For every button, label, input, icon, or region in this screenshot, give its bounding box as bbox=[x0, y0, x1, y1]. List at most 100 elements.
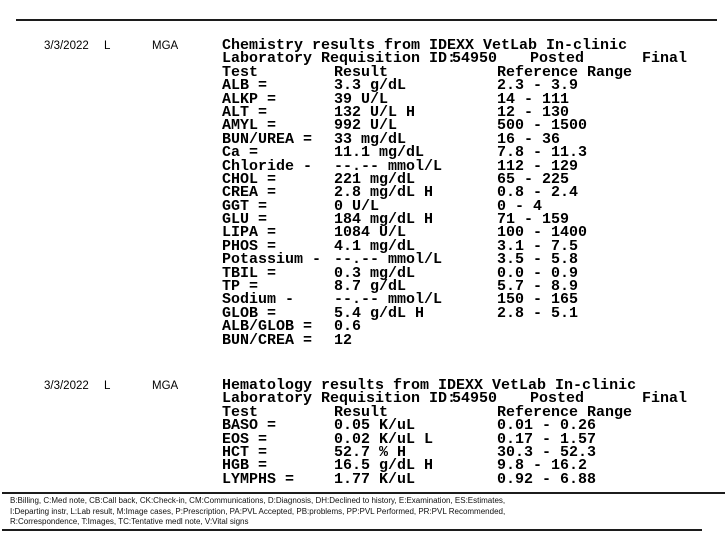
result-row: TBIL = 0.3 mg/dL 0.0 - 0.9 bbox=[222, 264, 728, 282]
cell-test: ALT = bbox=[222, 103, 268, 121]
result-row: ALB/GLOB = 0.6 bbox=[222, 318, 728, 336]
result-row: HCT = 52.7 % H 30.3 - 52.3 bbox=[222, 443, 728, 461]
chemistry-results-table: ALB = 3.3 g/dL 2.3 - 3.9 ALKP = 39 U/L 14 - … bbox=[222, 77, 728, 348]
cell-reference-range: 16 - 36 bbox=[497, 130, 561, 148]
cell-test: TP = bbox=[222, 278, 259, 296]
top-divider bbox=[16, 19, 717, 21]
entry-date: 3/3/2022 bbox=[44, 380, 89, 392]
cell-reference-range: 30.3 - 52.3 bbox=[497, 443, 597, 461]
cell-reference-range: 5.7 - 8.9 bbox=[497, 278, 579, 296]
chemistry-results-block: Chemistry results from IDEXX VetLab In-c… bbox=[222, 37, 728, 348]
column-header-range: Reference Range bbox=[497, 403, 633, 421]
entry-meta: 3/3/2022 L MGA bbox=[0, 40, 222, 54]
cell-reference-range: 12 - 130 bbox=[497, 103, 570, 121]
cell-result: --.-- mmol/L bbox=[334, 157, 443, 175]
cell-result: 0.6 bbox=[334, 318, 362, 336]
column-header-result: Result bbox=[334, 403, 389, 421]
requisition-label: Laboratory Requisition ID: bbox=[222, 390, 457, 408]
footer-bottom-divider bbox=[2, 529, 702, 531]
result-row: AMYL = 992 U/L 500 - 1500 bbox=[222, 117, 728, 135]
cell-result: 39 U/L bbox=[334, 90, 389, 108]
provider-initials: MGA bbox=[152, 40, 179, 52]
cell-test: LYMPHS = bbox=[222, 470, 295, 488]
result-row: GLU = 184 mg/dL H 71 - 159 bbox=[222, 211, 728, 229]
result-row: LYMPHS = 1.77 K/uL 0.92 - 6.88 bbox=[222, 470, 728, 488]
entry-type-code: L bbox=[104, 380, 111, 392]
column-headers: Test Result Reference Range bbox=[222, 403, 728, 421]
result-row: HGB = 16.5 g/dL H 9.8 - 16.2 bbox=[222, 457, 728, 475]
cell-reference-range: 0.0 - 0.9 bbox=[497, 264, 579, 282]
requisition-line: Laboratory Requisition ID:54950 Posted Fin… bbox=[222, 50, 728, 68]
cell-test: ALKP = bbox=[222, 90, 277, 108]
cell-reference-range: 9.8 - 16.2 bbox=[497, 457, 588, 475]
cell-result: --.-- mmol/L bbox=[334, 291, 443, 309]
cell-result: 0 U/L bbox=[334, 197, 380, 215]
cell-test: Potassium - bbox=[222, 251, 322, 269]
column-header-result: Result bbox=[334, 63, 389, 81]
requisition-label: Laboratory Requisition ID: bbox=[222, 50, 457, 68]
cell-result: 16.5 g/dL H bbox=[334, 457, 434, 475]
cell-test: LIPA = bbox=[222, 224, 277, 242]
cell-test: ALB = bbox=[222, 77, 268, 95]
result-row: BUN/UREA = 33 mg/dL 16 - 36 bbox=[222, 130, 728, 148]
cell-result: 52.7 % H bbox=[334, 443, 407, 461]
cell-reference-range: 0.17 - 1.57 bbox=[497, 430, 597, 448]
entry-meta: 3/3/2022 L MGA bbox=[0, 380, 222, 394]
legend-line-3: R:Correspondence, T:Images, TC:Tentative… bbox=[10, 517, 249, 526]
status-final: Final bbox=[642, 390, 688, 408]
cell-test: Sodium - bbox=[222, 291, 295, 309]
cell-test: GLU = bbox=[222, 211, 268, 229]
result-row: GGT = 0 U/L 0 - 4 bbox=[222, 197, 728, 215]
cell-result: 1.77 K/uL bbox=[334, 470, 416, 488]
status-posted: Posted bbox=[530, 50, 585, 68]
result-row: LIPA = 1084 U/L 100 - 1400 bbox=[222, 224, 728, 242]
cell-result: 5.4 g/dL H bbox=[334, 304, 425, 322]
result-row: Sodium - --.-- mmol/L 150 - 165 bbox=[222, 291, 728, 309]
result-row: Ca = 11.1 mg/dL 7.8 - 11.3 bbox=[222, 145, 728, 160]
hematology-results-table: BASO = 0.05 K/uL 0.01 - 0.26 EOS = 0.02 K/u… bbox=[222, 417, 728, 487]
cell-result: 0.05 K/uL bbox=[334, 417, 416, 435]
cell-reference-range: 0.8 - 2.4 bbox=[497, 184, 579, 202]
cell-result: 8.7 g/dL bbox=[334, 278, 407, 296]
cell-result: --.-- mmol/L bbox=[334, 251, 443, 269]
column-headers: Test Result Reference Range bbox=[222, 63, 728, 81]
cell-test: AMYL = bbox=[222, 117, 277, 135]
cell-result: 2.8 mg/dL H bbox=[334, 184, 434, 202]
cell-result: 992 U/L bbox=[334, 117, 398, 135]
status-posted: Posted bbox=[530, 390, 585, 408]
cell-test: BASO = bbox=[222, 417, 277, 435]
footer-top-divider bbox=[2, 492, 725, 494]
cell-reference-range: 0 - 4 bbox=[497, 197, 543, 215]
cell-result: 3.3 g/dL bbox=[334, 77, 407, 95]
result-row: Potassium - --.-- mmol/L 3.5 - 5.8 bbox=[222, 251, 728, 269]
column-header-test: Test bbox=[222, 403, 259, 421]
cell-reference-range: 65 - 225 bbox=[497, 170, 570, 188]
abbreviation-legend: B:Billing, C:Med note, CB:Call back, CK:… bbox=[10, 496, 505, 528]
section-title: Chemistry results from IDEXX VetLab In-c… bbox=[222, 37, 628, 54]
cell-test: CHOL = bbox=[222, 170, 277, 188]
requisition-line: Laboratory Requisition ID:54950 Posted Fin… bbox=[222, 390, 728, 408]
cell-test: BUN/CREA = bbox=[222, 331, 313, 349]
cell-reference-range: 2.8 - 5.1 bbox=[497, 304, 579, 322]
requisition-id: 54950 bbox=[452, 50, 498, 68]
section-title: Hematology results from IDEXX VetLab In-… bbox=[222, 377, 637, 394]
result-row: PHOS = 4.1 mg/dL 3.1 - 7.5 bbox=[222, 239, 728, 254]
cell-test: Chloride - bbox=[222, 157, 313, 175]
cell-result: 221 mg/dL bbox=[334, 170, 416, 188]
cell-reference-range: 0.01 - 0.26 bbox=[497, 417, 597, 435]
result-row: ALB = 3.3 g/dL 2.3 - 3.9 bbox=[222, 77, 728, 95]
cell-test: HCT = bbox=[222, 443, 268, 461]
result-row: TP = 8.7 g/dL 5.7 - 8.9 bbox=[222, 278, 728, 296]
cell-reference-range: 150 - 165 bbox=[497, 291, 579, 309]
cell-test: GGT = bbox=[222, 197, 268, 215]
legend-line-2: I:Departing instr, L:Lab result, M:Image… bbox=[10, 506, 506, 516]
result-row: BUN/CREA = 12 bbox=[222, 331, 728, 349]
cell-result: 184 mg/dL H bbox=[334, 211, 434, 229]
provider-initials: MGA bbox=[152, 380, 179, 392]
cell-reference-range: 100 - 1400 bbox=[497, 224, 588, 242]
cell-test: BUN/UREA = bbox=[222, 130, 313, 148]
cell-reference-range: 3.5 - 5.8 bbox=[497, 251, 579, 269]
result-row: ALKP = 39 U/L 14 - 111 bbox=[222, 90, 728, 108]
result-row: Chloride - --.-- mmol/L 112 - 129 bbox=[222, 157, 728, 175]
